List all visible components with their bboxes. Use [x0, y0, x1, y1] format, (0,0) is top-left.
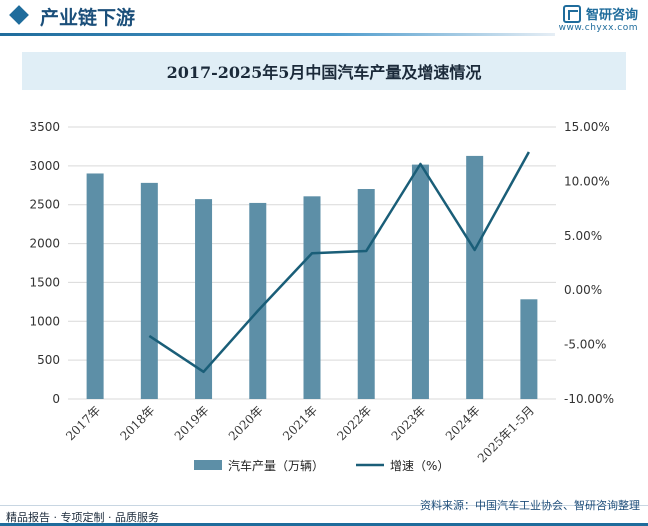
production-bar — [357, 189, 375, 399]
legend-swatch-production — [194, 460, 222, 470]
chart-title: 2017-2025年5月中国汽车产量及增速情况 — [166, 63, 482, 82]
footer-bar — [0, 523, 648, 526]
category-tick-label: 2020年 — [226, 403, 266, 443]
production-bar — [249, 202, 267, 399]
header-divider — [0, 33, 555, 36]
legend-label-production: 汽车产量（万辆） — [228, 458, 324, 473]
production-bar — [411, 164, 429, 399]
left-axis-tick-label: 500 — [37, 353, 60, 367]
footer-divider — [0, 505, 648, 506]
brand-logo-icon — [562, 4, 581, 23]
production-bar — [140, 182, 158, 399]
left-axis-tick-label: 3000 — [29, 159, 60, 173]
category-tick-label: 2022年 — [334, 403, 374, 443]
production-bar — [195, 199, 213, 399]
left-axis-tick-label: 1000 — [29, 314, 60, 328]
growth-rate-line — [148, 151, 530, 374]
category-tick-label: 2023年 — [389, 403, 429, 443]
data-source: 资料来源：中国汽车工业协会、智研咨询整理 — [420, 499, 640, 512]
left-axis-tick-label: 1500 — [29, 275, 60, 289]
category-tick-label: 2025年1-5月 — [475, 403, 537, 465]
brand-name: 智研咨询 — [585, 8, 638, 23]
right-axis-tick-label: -10.00% — [564, 392, 614, 406]
production-bar — [303, 196, 321, 399]
footer-slogan: 精品报告 · 专项定制 · 品质服务 — [6, 511, 159, 524]
page-title: 产业链下游 — [40, 7, 136, 29]
left-axis-tick-label: 3500 — [29, 120, 60, 134]
production-bar — [520, 299, 538, 399]
production-growth-chart: 0 500 1000 1500 2000 2500 3000 3500 -10.00% -5.00… — [29, 120, 614, 473]
page-header: 产业链下游 智研咨询 www.chyxx.com — [0, 0, 648, 36]
category-tick-label: 2021年 — [280, 403, 320, 443]
left-axis-tick-label: 2500 — [29, 198, 60, 212]
right-axis-tick-label: 15.00% — [564, 120, 610, 134]
right-axis-tick-label: 0.00% — [564, 283, 602, 297]
category-tick-label: 2017年 — [63, 403, 103, 443]
chart-title-banner: 2017-2025年5月中国汽车产量及增速情况 — [22, 52, 626, 90]
production-bar — [466, 155, 484, 399]
left-axis-tick-label: 0 — [52, 392, 60, 406]
category-tick-label: 2019年 — [172, 403, 212, 443]
category-tick-label: 2018年 — [117, 403, 157, 443]
legend-label-growth: 增速（%） — [390, 459, 449, 473]
left-axis-tick-label: 2000 — [29, 237, 60, 251]
brand-url: www.chyxx.com — [558, 23, 638, 33]
category-tick-label: 2024年 — [443, 403, 483, 443]
right-axis-tick-label: 5.00% — [564, 229, 602, 243]
right-axis-tick-label: -5.00% — [564, 338, 606, 352]
right-axis-tick-label: 10.00% — [564, 174, 610, 188]
production-bar — [86, 173, 104, 399]
brand: 智研咨询 — [562, 4, 638, 23]
